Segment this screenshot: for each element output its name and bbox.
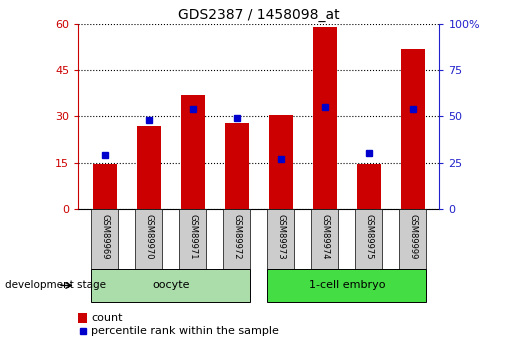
Bar: [356, 209, 382, 269]
Bar: [268, 209, 294, 269]
Text: GSM89971: GSM89971: [188, 214, 197, 259]
Bar: [179, 209, 206, 269]
Bar: [357, 164, 381, 209]
Text: GSM89973: GSM89973: [276, 214, 285, 259]
Bar: [91, 209, 118, 269]
Bar: [313, 27, 337, 209]
Bar: [225, 122, 249, 209]
Bar: [137, 126, 161, 209]
Bar: [269, 115, 293, 209]
Bar: [401, 49, 425, 209]
Text: GSM89969: GSM89969: [100, 214, 109, 259]
Text: GSM89999: GSM89999: [409, 214, 418, 259]
Bar: [268, 269, 426, 302]
Text: GSM89974: GSM89974: [320, 214, 329, 259]
Bar: [312, 209, 338, 269]
Text: GSM89970: GSM89970: [144, 214, 153, 259]
Text: GSM89975: GSM89975: [365, 214, 373, 259]
Text: percentile rank within the sample: percentile rank within the sample: [91, 326, 279, 336]
Text: GSM89972: GSM89972: [232, 214, 241, 259]
Text: 1-cell embryo: 1-cell embryo: [309, 280, 385, 290]
Bar: [399, 209, 426, 269]
Text: oocyte: oocyte: [152, 280, 189, 290]
Bar: [135, 209, 162, 269]
Title: GDS2387 / 1458098_at: GDS2387 / 1458098_at: [178, 8, 340, 22]
Bar: [223, 209, 250, 269]
Text: count: count: [91, 313, 122, 323]
Bar: [92, 164, 117, 209]
Bar: [181, 95, 205, 209]
Text: development stage: development stage: [5, 280, 106, 290]
Bar: [91, 269, 250, 302]
